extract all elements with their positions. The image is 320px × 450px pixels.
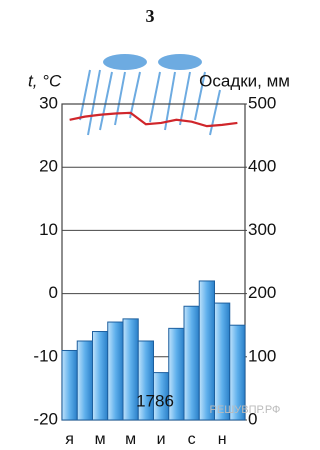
x-tick-label: м: [95, 431, 106, 448]
bar: [77, 341, 92, 420]
y-tick-label: -10: [33, 346, 58, 365]
annotation: 1786: [136, 391, 174, 410]
x-tick-label: н: [218, 431, 227, 448]
x-tick-label: и: [157, 431, 166, 448]
y-tick-label: -20: [33, 409, 58, 428]
y2-tick-label: 500: [248, 93, 276, 112]
watermark: РЕШУВПР.РФ: [210, 404, 281, 416]
bar: [215, 303, 230, 420]
x-tick-label: с: [188, 431, 196, 448]
y2-tick-label: 200: [248, 283, 276, 302]
y-tick-label: 10: [39, 220, 58, 239]
y2-tick-label: 400: [248, 157, 276, 176]
y-tick-label: 30: [39, 93, 58, 112]
y2-tick-label: 100: [248, 346, 276, 365]
y-axis-label: t, °C: [28, 71, 62, 90]
bar: [108, 322, 123, 420]
bar: [184, 306, 199, 420]
x-tick-label: я: [65, 431, 74, 448]
x-tick-label: м: [125, 431, 136, 448]
bar: [62, 350, 77, 420]
chart: 3 t, °C Осадки, мм -20 -10 0 10 20 300 100 200 3…: [0, 0, 297, 450]
y2-axis-label: Осадки, мм: [199, 71, 290, 90]
y2-tick-label: 300: [248, 220, 276, 239]
y-tick-label: 20: [39, 157, 58, 176]
y-tick-label: 0: [49, 283, 58, 302]
bar: [93, 332, 108, 420]
chart-title: 3: [146, 6, 155, 26]
bar: [199, 281, 214, 420]
